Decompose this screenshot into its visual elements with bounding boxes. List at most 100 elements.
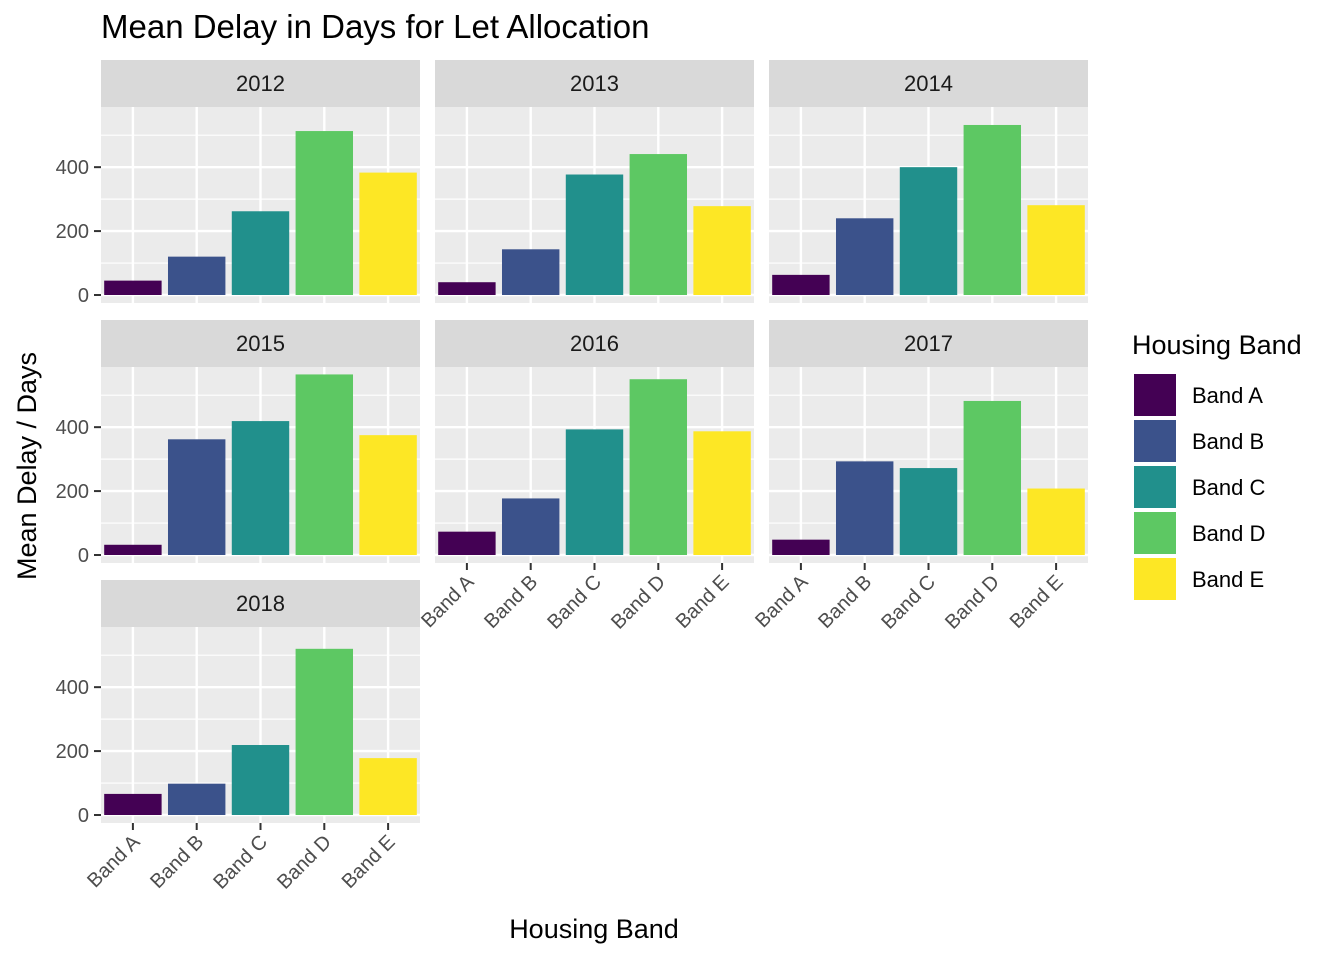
facet-panel-2018: 2018 0 200 400 Band A Band B Band C Band D Band … xyxy=(56,580,420,894)
bar-2017-band-e xyxy=(1027,488,1085,555)
y-tick-label: 200 xyxy=(56,741,89,763)
y-axis-title: Mean Delay / Days xyxy=(12,352,42,580)
x-tick-label: Band A xyxy=(751,571,813,633)
bar-2014-band-d xyxy=(963,124,1022,295)
x-tick-label: Band E xyxy=(1006,571,1068,633)
y-tick-label: 0 xyxy=(78,285,89,307)
chart-title: Mean Delay in Days for Let Allocation xyxy=(101,8,649,45)
facet-strip xyxy=(769,320,1088,367)
bar-2013-band-e xyxy=(693,206,751,295)
legend-item-band-c: Band C xyxy=(1134,466,1265,508)
bar-2016-band-a xyxy=(438,531,496,555)
bar-2014-band-c xyxy=(899,167,958,295)
bar-2012-band-d xyxy=(295,131,354,295)
y-tick-label: 0 xyxy=(78,545,89,567)
y-tick-label: 200 xyxy=(56,481,89,503)
facet-panel-2012: 2012 0 200 400 xyxy=(56,60,420,307)
legend-label: Band A xyxy=(1192,383,1263,408)
x-axis-title: Housing Band xyxy=(509,914,679,944)
facet-strip xyxy=(435,320,754,367)
x-tick-label: Band A xyxy=(83,831,145,893)
facet-strip-label: 2017 xyxy=(904,331,953,356)
bar-2016-band-c xyxy=(565,429,624,555)
bar-2016-band-d xyxy=(629,379,688,555)
bar-2014-band-e xyxy=(1027,205,1085,295)
x-tick-label: Band C xyxy=(209,831,272,894)
legend-item-band-b: Band B xyxy=(1134,420,1264,462)
bar-2012-band-c xyxy=(231,211,290,295)
legend-label: Band E xyxy=(1192,567,1264,592)
facet-strip-label: 2018 xyxy=(236,591,285,616)
facet-strip xyxy=(769,60,1088,107)
bar-2017-band-a xyxy=(772,539,830,555)
bar-2018-band-a xyxy=(104,793,162,815)
x-tick-label: Band B xyxy=(480,571,542,633)
legend-label: Band B xyxy=(1192,429,1264,454)
bar-2015-band-e xyxy=(359,435,417,555)
x-tick-label: Band A xyxy=(417,571,479,633)
bar-2017-band-d xyxy=(963,400,1022,555)
legend-label: Band C xyxy=(1192,475,1265,500)
facet-panel-2015: 2015 0 200 400 xyxy=(56,320,420,567)
y-tick-label: 400 xyxy=(56,157,89,179)
bar-2013-band-c xyxy=(565,174,624,295)
x-tick-label: Band B xyxy=(146,831,208,893)
bar-2015-band-b xyxy=(167,439,226,555)
bar-2015-band-c xyxy=(231,421,290,555)
facet-strip-label: 2012 xyxy=(236,71,285,96)
bar-2018-band-c xyxy=(231,745,290,815)
legend-swatch xyxy=(1134,466,1176,508)
facet-strip-label: 2016 xyxy=(570,331,619,356)
facet-panel-2014: 2014 xyxy=(769,60,1088,303)
legend-swatch xyxy=(1134,512,1176,554)
x-tick-label: Band C xyxy=(543,571,606,634)
legend-title: Housing Band xyxy=(1132,330,1302,360)
y-tick-label: 0 xyxy=(78,805,89,827)
facet-panel-2016: 2016 Band A Band B Band C Band D Band E xyxy=(417,320,754,634)
bar-2012-band-b xyxy=(167,256,226,295)
bar-2016-band-b xyxy=(501,498,560,555)
legend-swatch xyxy=(1134,420,1176,462)
bar-2013-band-b xyxy=(501,249,560,295)
y-tick-label: 200 xyxy=(56,221,89,243)
bar-2014-band-a xyxy=(772,274,830,295)
bar-2014-band-b xyxy=(835,218,894,295)
bar-2018-band-d xyxy=(295,648,354,815)
y-tick-label: 400 xyxy=(56,677,89,699)
facet-panel-2017: 2017 Band A Band B Band C Band D Band E xyxy=(751,320,1088,634)
legend-item-band-e: Band E xyxy=(1134,558,1264,600)
bar-2015-band-a xyxy=(104,544,162,555)
x-tick-label: Band D xyxy=(941,571,1004,634)
bar-2012-band-a xyxy=(104,280,162,295)
bar-2013-band-d xyxy=(629,154,688,295)
facet-panel-2013: 2013 xyxy=(435,60,754,303)
legend-label: Band D xyxy=(1192,521,1265,546)
x-tick-label: Band D xyxy=(273,831,336,894)
facet-strip-label: 2015 xyxy=(236,331,285,356)
facet-strip xyxy=(101,320,420,367)
bar-2012-band-e xyxy=(359,172,417,295)
x-tick-label: Band D xyxy=(607,571,670,634)
legend-swatch xyxy=(1134,558,1176,600)
x-tick-label: Band E xyxy=(338,831,400,893)
bar-2017-band-b xyxy=(835,461,894,555)
facet-strip xyxy=(435,60,754,107)
legend-item-band-a: Band A xyxy=(1134,374,1263,416)
facet-strip-label: 2013 xyxy=(570,71,619,96)
facet-strip xyxy=(101,580,420,627)
x-tick-label: Band E xyxy=(672,571,734,633)
y-tick-label: 400 xyxy=(56,417,89,439)
legend-swatch xyxy=(1134,374,1176,416)
bar-2016-band-e xyxy=(693,431,751,555)
facet-strip xyxy=(101,60,420,107)
x-tick-label: Band C xyxy=(877,571,940,634)
bar-2018-band-e xyxy=(359,758,417,815)
facet-strip-label: 2014 xyxy=(904,71,953,96)
bar-2013-band-a xyxy=(438,282,496,295)
bar-2015-band-d xyxy=(295,374,354,555)
bar-2017-band-c xyxy=(899,468,958,555)
bar-2018-band-b xyxy=(167,783,226,815)
x-tick-label: Band B xyxy=(814,571,876,633)
